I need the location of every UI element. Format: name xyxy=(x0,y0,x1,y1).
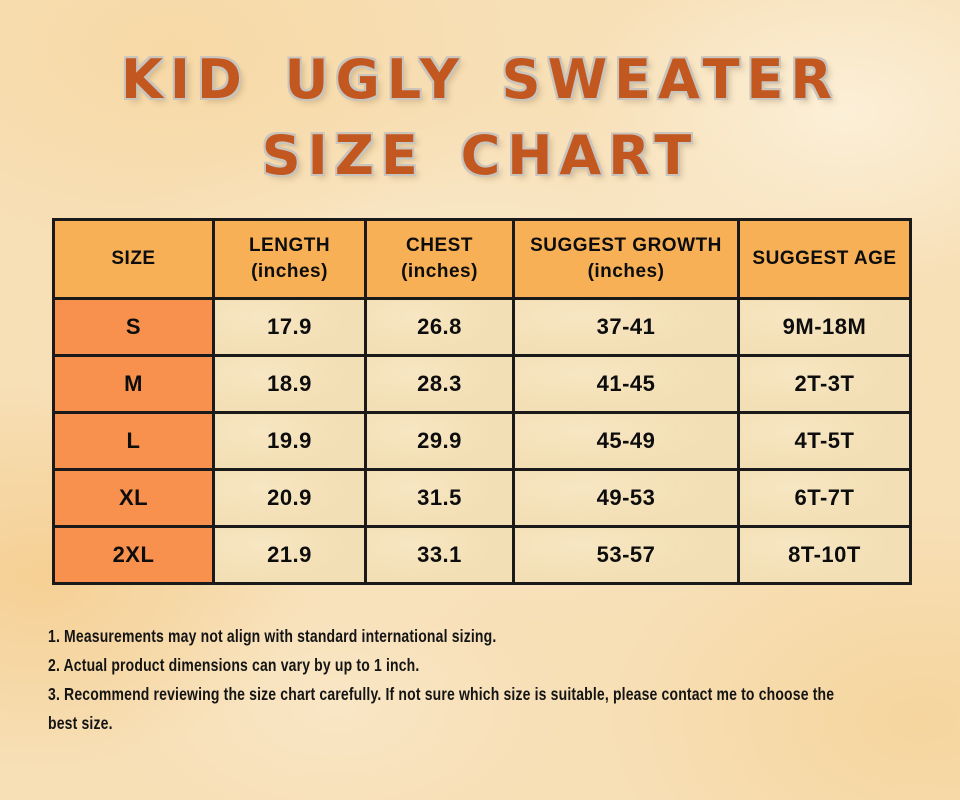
header-cell-length: LENGTH (inches) xyxy=(212,218,367,300)
chest-cell: 28.3 xyxy=(364,354,515,414)
header-label: SUGGEST AGE xyxy=(752,248,897,269)
title-line-2: SIZE CHART xyxy=(261,124,699,187)
size-cell: M xyxy=(52,354,215,414)
size-chart-table: SIZE LENGTH (inches) CHEST (inches) SUGG… xyxy=(52,218,912,585)
growth-cell: 41-45 xyxy=(512,354,740,414)
growth-cell: 37-41 xyxy=(512,297,740,357)
footnote-3: 3. Recommend reviewing the size chart ca… xyxy=(48,684,835,733)
size-cell: 2XL xyxy=(52,525,215,585)
age-cell: 4T-5T xyxy=(737,411,912,471)
table-row: XL 20.9 31.5 49-53 6T-7T xyxy=(52,468,912,528)
header-label: LENGTH xyxy=(248,235,331,256)
chest-cell: 31.5 xyxy=(364,468,515,528)
age-cell: 8T-10T xyxy=(737,525,912,585)
growth-cell: 45-49 xyxy=(512,411,740,471)
chest-cell: 29.9 xyxy=(364,411,515,471)
header-label: CHEST xyxy=(406,235,473,256)
footnotes: 1. Measurements may not align with stand… xyxy=(48,622,864,738)
footnote-2: 2. Actual product dimensions can vary by… xyxy=(48,655,420,675)
header-cell-chest: CHEST (inches) xyxy=(364,218,515,300)
header-sublabel: (inches) xyxy=(587,261,665,282)
length-cell: 19.9 xyxy=(212,411,367,471)
length-cell: 17.9 xyxy=(212,297,367,357)
age-cell: 9M-18M xyxy=(737,297,912,357)
size-cell: S xyxy=(52,297,215,357)
size-cell: L xyxy=(52,411,215,471)
table-row: 2XL 21.9 33.1 53-57 8T-10T xyxy=(52,525,912,585)
length-cell: 18.9 xyxy=(212,354,367,414)
page-title: KID UGLY SWEATER SIZE CHART xyxy=(0,42,960,194)
table-row: S 17.9 26.8 37-41 9M-18M xyxy=(52,297,912,357)
header-cell-suggest-growth: SUGGEST GROWTH (inches) xyxy=(512,218,740,300)
footnote-1: 1. Measurements may not align with stand… xyxy=(48,626,497,646)
growth-cell: 49-53 xyxy=(512,468,740,528)
chest-cell: 26.8 xyxy=(364,297,515,357)
age-cell: 2T-3T xyxy=(737,354,912,414)
table-row: L 19.9 29.9 45-49 4T-5T xyxy=(52,411,912,471)
age-cell: 6T-7T xyxy=(737,468,912,528)
header-cell-suggest-age: SUGGEST AGE xyxy=(737,218,912,300)
header-sublabel: (inches) xyxy=(401,261,478,282)
length-cell: 21.9 xyxy=(212,525,367,585)
length-cell: 20.9 xyxy=(212,468,367,528)
table-row: M 18.9 28.3 41-45 2T-3T xyxy=(52,354,912,414)
size-cell: XL xyxy=(52,468,215,528)
chest-cell: 33.1 xyxy=(364,525,515,585)
header-label: SUGGEST GROWTH xyxy=(530,235,722,256)
growth-cell: 53-57 xyxy=(512,525,740,585)
title-line-1: KID UGLY SWEATER xyxy=(121,48,839,111)
header-row: SIZE LENGTH (inches) CHEST (inches) SUGG… xyxy=(52,218,912,300)
header-sublabel: (inches) xyxy=(251,261,328,282)
header-label: SIZE xyxy=(111,248,156,269)
header-cell-size: SIZE xyxy=(52,218,215,300)
